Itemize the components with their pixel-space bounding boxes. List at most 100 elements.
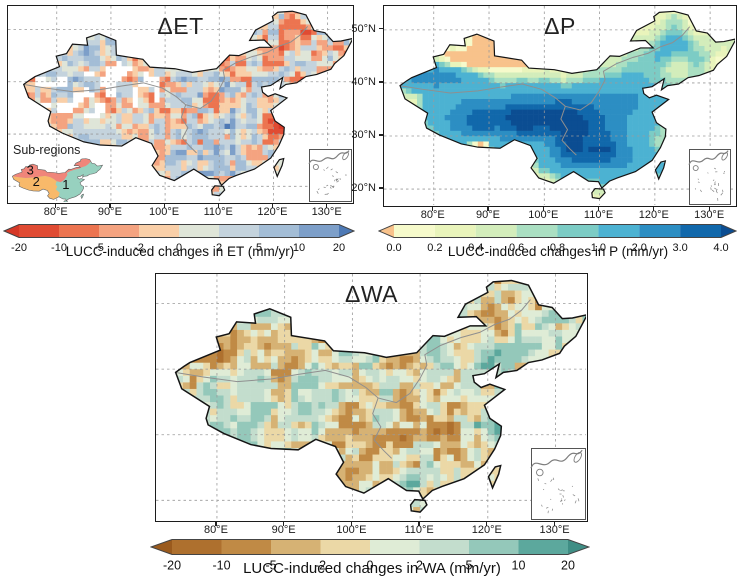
colorbar-tick-label: -5: [94, 242, 104, 254]
lon-tick-label: 110°E: [583, 209, 614, 221]
lon-tick-label: 100°E: [336, 524, 367, 536]
china-outline: [399, 10, 735, 200]
lon-tickmark: [418, 522, 420, 526]
lat-tickmark: [378, 134, 383, 136]
colorbar-right-arrow: [721, 224, 736, 238]
colorbar-segment: [299, 224, 339, 238]
lon-tick-label: 80°E: [203, 524, 228, 536]
lon-tickmark: [283, 522, 285, 526]
lon-tickmark: [653, 207, 655, 211]
colorbar-left-arrow: [4, 224, 19, 238]
lon-tickmark: [215, 522, 217, 526]
colorbar-segment: [419, 539, 469, 555]
inset-coastline: [530, 449, 583, 469]
et-colorbar-caption: LUCC-induced changes in ET (mm/yr): [65, 244, 295, 259]
colorbar-tick-label: 0.8: [550, 242, 565, 254]
subregion-number-1: 1: [62, 177, 69, 192]
lon-tick-label: 100°E: [528, 209, 559, 221]
colorbar-tick-label: -20: [163, 559, 181, 573]
subregions-inset-map: 1 23: [11, 158, 104, 202]
colorbar-tick-label: -20: [11, 242, 27, 254]
inset-taiwan-icon: [573, 452, 582, 463]
colorbar-tick-label: -5: [265, 559, 276, 573]
colorbar-right-arrow: [568, 539, 589, 555]
colorbar-tick-label: 20: [561, 559, 575, 573]
subregion-boundary-lines: [174, 299, 531, 459]
colorbar-segment: [320, 539, 370, 555]
lat-tickmark: [378, 187, 383, 189]
lon-tick-label: 100°E: [149, 206, 180, 218]
lat-tick-label: 20°N: [351, 182, 376, 195]
colorbar-segment: [370, 539, 420, 555]
inset-taiwan-icon: [721, 152, 729, 161]
panel-title-p: ΔP: [544, 13, 576, 39]
lon-tick-label: 120°E: [257, 206, 288, 218]
colorbar-tick-label: 10: [293, 242, 305, 254]
lon-tickmark: [432, 207, 434, 211]
et-grid-cells: [24, 11, 352, 196]
lon-tickmark: [163, 204, 165, 208]
lon-tickmark: [109, 204, 111, 208]
colorbar-tick-label: 5: [256, 242, 262, 254]
subregion-number-2: 2: [33, 174, 40, 189]
wa-map: [156, 274, 586, 520]
lat-tickmark: [378, 81, 383, 83]
south-china-sea-inset: [688, 149, 731, 205]
colorbar-tick-label: -10: [51, 242, 67, 254]
lon-tick-label: 120°E: [471, 524, 502, 536]
lat-tick-label: 30°N: [351, 129, 376, 141]
subregion-boundary-lines: [23, 26, 308, 154]
p-colorbar: 0.0 0.2 0.4 0.6 0.8 1.0 2.0 3.0 4.0: [378, 224, 737, 254]
lon-tick-label: 90°E: [476, 209, 501, 221]
colorbar-segment: [469, 539, 519, 555]
wa-grid-cells: [176, 280, 586, 513]
colorbar-segment: [516, 224, 558, 238]
subregions-label: Sub-regions: [13, 143, 81, 157]
inset-taiwan-icon: [342, 151, 349, 161]
colorbar-segment: [259, 224, 299, 238]
panel-wa: ΔWA: [155, 273, 588, 522]
colorbar-tick-label: 0.0: [386, 242, 401, 254]
panel-p: ΔP: [383, 5, 737, 207]
colorbar-tick-label: -10: [212, 559, 230, 573]
colorbar-tick-label: 0.6: [509, 242, 524, 254]
colorbar-tick-label: 3.0: [672, 242, 687, 254]
p-colorbar-caption: LUCC-induced changes in P (mm/yr): [447, 244, 669, 259]
colorbar-tick-label: 0: [176, 242, 182, 254]
colorbar-segment: [219, 224, 259, 238]
south-china-sea-inset: [530, 448, 586, 520]
colorbar-segment: [598, 224, 640, 238]
panel-title-et: ΔET: [157, 13, 204, 39]
lon-tickmark: [553, 522, 556, 526]
colorbar-segment: [221, 539, 271, 555]
lon-tickmark: [350, 522, 352, 526]
wa-colorbar: -20 -10 -5 -2 0 2 5 10 20: [150, 539, 590, 573]
colorbar-left-arrow: [379, 224, 394, 238]
china-outline: [174, 279, 586, 513]
colorbar-segment: [19, 224, 59, 238]
colorbar-tick-label: 0.4: [468, 242, 483, 254]
colorbar-segment: [172, 539, 222, 555]
inset-coastline: [308, 150, 350, 165]
colorbar-tick-label: -2: [134, 242, 144, 254]
lon-tick-label: 110°E: [404, 524, 434, 536]
colorbar-segment: [99, 224, 139, 238]
lon-tickmark: [55, 204, 57, 208]
colorbar-segment: [394, 224, 435, 238]
colorbar-tick-label: 2: [216, 242, 222, 254]
lon-tickmark: [542, 207, 544, 211]
lon-tick-label: 110°E: [203, 206, 233, 218]
colorbar-tick-label: 1.0: [591, 242, 606, 254]
colorbar-segment: [271, 539, 321, 555]
colorbar-segment: [680, 224, 721, 238]
lon-tickmark: [708, 207, 710, 211]
colorbar-tick-label: -2: [315, 559, 326, 573]
china-outline: [22, 10, 352, 197]
colorbar-segment: [59, 224, 99, 238]
panel-title-wa: ΔWA: [344, 281, 399, 307]
lat-tick-label: 50°N: [351, 22, 376, 35]
colorbar-right-arrow: [339, 224, 354, 238]
p-map: [384, 6, 735, 205]
lon-tick-label: 80°E: [420, 209, 445, 221]
